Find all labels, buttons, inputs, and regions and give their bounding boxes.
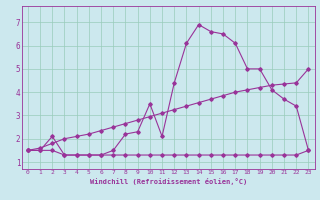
- X-axis label: Windchill (Refroidissement éolien,°C): Windchill (Refroidissement éolien,°C): [90, 178, 247, 185]
